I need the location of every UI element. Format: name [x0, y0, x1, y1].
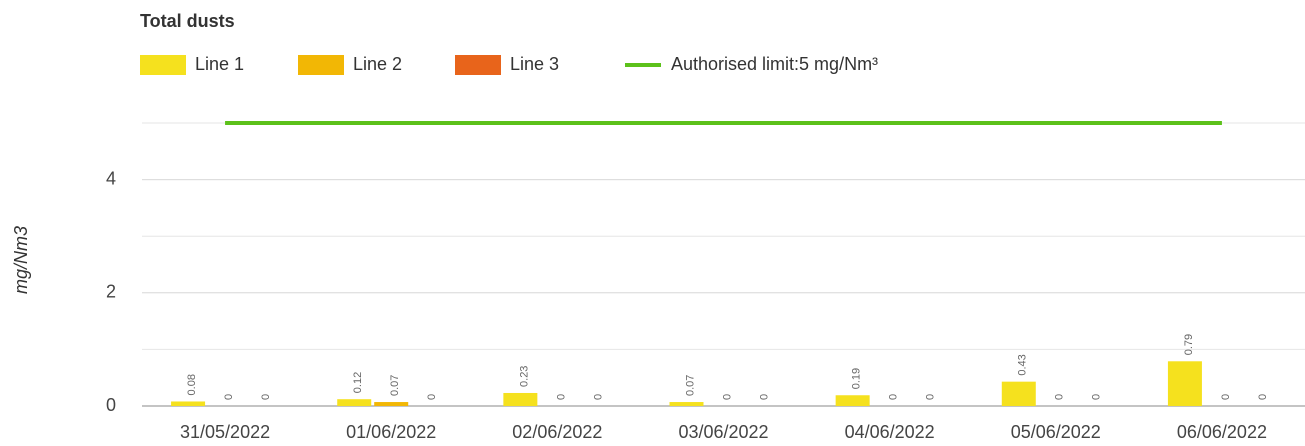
legend-label: Line 2	[353, 54, 402, 74]
value-label: 0.19	[851, 368, 863, 389]
value-label: 0	[721, 394, 733, 400]
value-label: 0	[888, 394, 900, 400]
x-tick-label: 04/06/2022	[845, 422, 935, 442]
value-label: 0	[260, 394, 272, 400]
value-label: 0.07	[389, 375, 401, 396]
value-label: 0.07	[684, 375, 696, 396]
bar	[669, 402, 704, 406]
legend-label: Line 1	[195, 54, 244, 74]
y-axis-label: mg/Nm3	[11, 226, 31, 294]
x-tick-label: 05/06/2022	[1011, 422, 1101, 442]
value-label: 0	[1220, 394, 1232, 400]
bar	[1167, 361, 1202, 406]
x-tick-label: 02/06/2022	[512, 422, 602, 442]
value-label: 0	[1091, 394, 1103, 400]
bar	[835, 395, 870, 406]
legend-label: Line 3	[510, 54, 559, 74]
x-tick-label: 31/05/2022	[180, 422, 270, 442]
value-label: 0	[1257, 394, 1269, 400]
value-label: 0.79	[1183, 334, 1195, 355]
value-label: 0	[1054, 394, 1066, 400]
value-label: 0	[925, 394, 937, 400]
value-label: 0	[555, 394, 567, 400]
legend-swatch	[455, 55, 501, 75]
value-label: 0	[592, 394, 604, 400]
y-tick-label: 2	[106, 282, 116, 302]
y-tick-label: 0	[106, 395, 116, 415]
value-label: 0.23	[518, 366, 530, 387]
value-label: 0	[223, 394, 235, 400]
y-tick-label: 4	[106, 168, 116, 188]
value-label: 0.43	[1017, 354, 1029, 375]
value-label: 0.08	[186, 374, 198, 395]
chart-title: Total dusts	[140, 11, 235, 31]
bar	[374, 402, 409, 406]
value-label: 0	[758, 394, 770, 400]
bar	[503, 392, 538, 406]
value-label: 0	[426, 394, 438, 400]
x-tick-label: 01/06/2022	[346, 422, 436, 442]
legend-label: Authorised limit:5 mg/Nm³	[671, 54, 878, 74]
bar	[337, 399, 372, 406]
legend-swatch	[140, 55, 186, 75]
legend-swatch	[298, 55, 344, 75]
bar	[1001, 381, 1036, 406]
value-label: 0.12	[352, 372, 364, 393]
x-tick-label: 03/06/2022	[678, 422, 768, 442]
bar	[171, 401, 206, 406]
x-tick-label: 06/06/2022	[1177, 422, 1267, 442]
